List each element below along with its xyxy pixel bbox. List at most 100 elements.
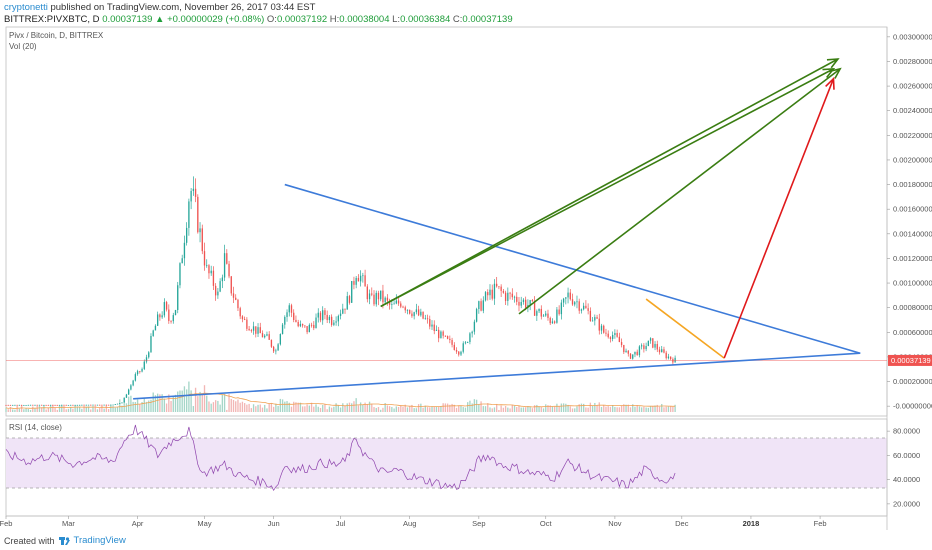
volume-bar [636,405,638,412]
volume-bar [460,405,462,412]
volume-bar [132,401,134,412]
candle-body [362,275,364,277]
volume-bar [163,398,166,412]
volume-bar [203,385,206,412]
candle-body [188,201,190,228]
volume-bar [391,406,393,412]
volume-bar [596,405,598,412]
candle-body [442,331,444,336]
candle-body [163,302,166,316]
volume-bar [591,405,594,412]
price-pane[interactable] [5,26,888,417]
volume-bar [7,409,9,412]
volume-bar [67,408,70,412]
volume-bar [237,399,239,412]
volume-bar [192,406,195,412]
author-link[interactable]: cryptonetti [4,2,48,13]
candle-body [90,404,92,406]
rsi-tick-label: 40.0000 [893,475,920,484]
tradingview-brand[interactable]: TradingView [73,535,126,546]
price-axis[interactable]: 0.00300000 0.00280000 0.00260000 0.00240000… [887,32,932,411]
candle-body [56,404,58,406]
rsi-band [6,438,887,488]
candle-body [531,300,534,302]
ohlc-line: BITTREX:PIVXBTC, D 0.00037139 ▲ +0.00000… [4,14,513,26]
candle-body [143,361,145,369]
candle-body [85,404,87,406]
candle-body [281,324,284,335]
candle-body [214,285,217,296]
candle-body [493,283,496,299]
candle-body [518,301,520,306]
low-value: 0.00036384 [400,14,451,25]
volume-bar [38,405,41,412]
price-tick-label: 0.00060000 [893,328,932,337]
candle-body [422,311,424,319]
green-arrow-3-head [822,67,836,78]
volume-bar [12,409,14,412]
candle-body [665,352,667,359]
candle-body [542,315,545,317]
candle-body [235,297,237,300]
candle-body [313,324,315,329]
volume-bar [275,403,277,412]
candle-body [580,309,583,311]
candle-body [288,305,290,313]
candle-body [181,258,183,264]
volume-bar [513,405,516,412]
candle-body [293,312,295,320]
candle-body [578,301,580,311]
volume-bar [496,403,498,412]
volume-bar [27,408,29,412]
candle-body [538,308,540,312]
volume-bar [344,405,346,412]
high-value: 0.00038004 [339,14,390,25]
volume-bar [663,407,665,412]
rsi-legend: RSI (14, close) [9,423,62,432]
volume-bar [58,405,61,412]
volume-bar [172,396,174,412]
candle-body [308,324,311,333]
candle-body [600,325,603,331]
time-tick-label: May [197,519,211,528]
candle-body [565,297,567,299]
candle-body [620,342,623,345]
volume-bar [90,409,92,412]
candle-body [221,277,224,282]
volume-bar [41,407,43,412]
volume-bar [462,407,464,412]
candle-body [636,351,638,356]
volume-bar [330,407,333,412]
volume-bar [357,405,360,412]
volume-bar [125,403,128,412]
volume-bar [83,406,85,412]
time-tick-label: Sep [472,519,485,528]
candle-body [359,275,362,282]
volume-bar [159,394,161,412]
candle-body [585,305,587,309]
volume-bar [107,409,110,412]
volume-bar [130,395,132,412]
rsi-line [5,424,676,492]
candle-body [611,334,614,339]
volume-bar [542,408,545,412]
time-axis[interactable]: Feb Mar Apr May Jun Jul Aug Sep Oct Nov Dec 2018 Feb [0,516,827,528]
candle-body [587,308,589,311]
volume-ma-line [5,392,676,410]
candle-body [96,404,99,406]
volume-bar [611,404,614,412]
current-price-tag [888,354,932,366]
volume-bar [658,406,661,412]
volume-bar [654,405,656,412]
volume-bar [272,406,275,412]
volume-bar [665,406,667,412]
volume-bar [170,400,172,412]
candle-body [420,311,422,316]
candle-body [304,325,306,327]
volume-bar [54,407,56,412]
volume-bar [384,403,386,412]
volume-bar [458,405,460,412]
volume-bar [649,405,652,412]
volume-bar [475,399,478,412]
